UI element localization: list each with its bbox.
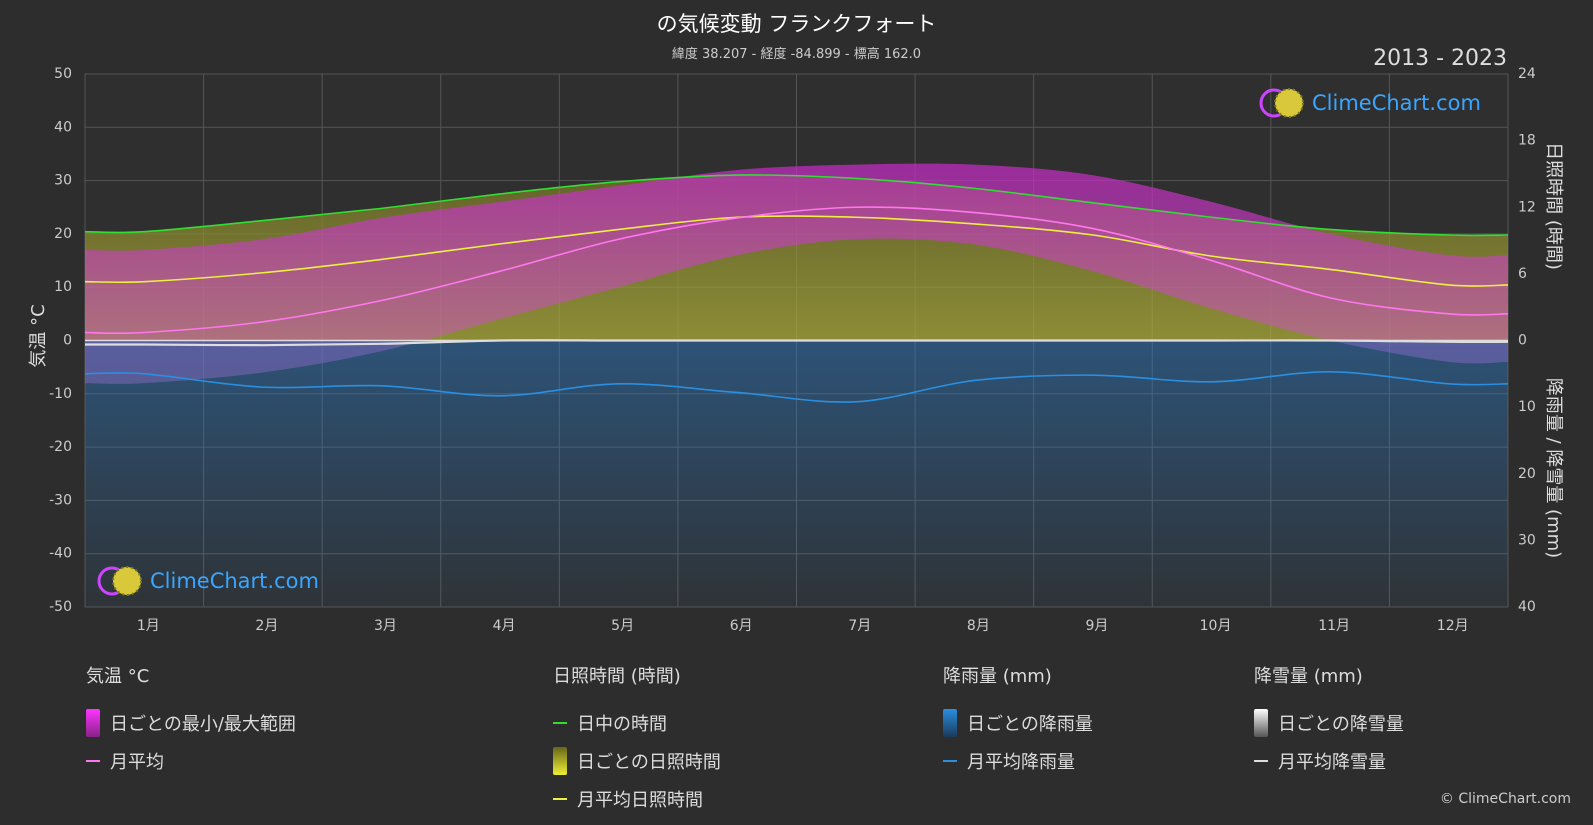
y-left-tick: 10 [54,279,72,295]
legend-label: 日中の時間 [577,714,667,735]
y-left-tick: -50 [49,599,72,615]
y-left-tick: -10 [49,386,72,402]
tick-labels: 50 40 30 20 10 0 -10 -20 -30 -40 -50 24 18 12 6 0 10 20 30… [49,66,1536,634]
x-tick-12: 12月 [1437,618,1469,634]
legend-rain-avg: 月平均降雨量 [943,742,1093,780]
y-left-tick: -20 [49,439,72,455]
legend-rain-title: 降雨量 (mm) [943,666,1052,687]
legend-label: 月平均日照時間 [577,790,703,811]
legend-sun-title: 日照時間 (時間) [553,666,681,687]
legend-line-icon [1254,760,1268,762]
logo-text: ClimeChart.com [150,569,319,593]
y-left-tick: 30 [54,173,72,189]
temp-range-band [85,163,1508,384]
legend-sun-daily: 日ごとの日照時間 [553,742,721,780]
y-axis-right-bottom-label: 降雨量 / 降雪量 (mm) [1543,378,1564,558]
legend-line-icon [86,760,100,762]
y-right-bottom-tick: 10 [1518,399,1536,415]
logo-text: ClimeChart.com [1312,91,1481,115]
y-left-tick: 50 [54,66,72,82]
x-tick-7: 7月 [848,618,871,634]
climechart-logo-icon [1259,88,1304,118]
x-tick-11: 11月 [1318,618,1350,634]
chart-title: の気候変動 フランクフォート [656,12,937,36]
climechart-logo-icon [97,566,142,596]
y-right-top-tick: 24 [1518,66,1536,82]
legend-label: 日ごとの日照時間 [577,752,721,773]
x-tick-3: 3月 [374,618,397,634]
legend-daylight: 日中の時間 [553,704,721,742]
x-tick-1: 1月 [137,618,160,634]
temp-avg-line [84,206,1509,335]
x-tick-5: 5月 [611,618,634,634]
y-right-bottom-tick: 40 [1518,599,1536,615]
legend-label: 月平均 [110,752,164,773]
x-tick-2: 2月 [255,618,278,634]
legend-label: 月平均降雪量 [1278,752,1386,773]
rain-band [85,340,1508,607]
y-right-top-tick: 0 [1518,333,1527,349]
y-left-tick: 0 [63,333,72,349]
y-left-tick: 40 [54,119,72,135]
copyright: © ClimeChart.com [1439,791,1571,807]
legend-line-icon [553,798,567,800]
daylight-line [84,174,1509,237]
legend-snow: 降雪量 (mm) 日ごとの降雪量 月平均降雪量 [1254,662,1404,780]
legend-snow-avg: 月平均降雪量 [1254,742,1404,780]
legend-swatch-icon [943,709,957,737]
x-tick-8: 8月 [967,618,990,634]
x-tick-9: 9月 [1085,618,1108,634]
legend-temp-range: 日ごとの最小/最大範囲 [86,704,296,742]
sunshine-avg-line [84,215,1509,287]
legend-rain-daily: 日ごとの降雨量 [943,704,1093,742]
year-range: 2013 - 2023 [1373,46,1507,71]
logo-top: ClimeChart.com [1258,86,1481,120]
legend-swatch-icon [86,709,100,737]
legend-label: 日ごとの降雨量 [967,714,1093,735]
legend-temperature: 気温 °C 日ごとの最小/最大範囲 月平均 [86,662,296,780]
y-right-top-tick: 18 [1518,133,1536,149]
x-tick-6: 6月 [730,618,753,634]
x-tick-10: 10月 [1200,618,1232,634]
y-left-tick: -30 [49,492,72,508]
legend-line-icon [553,722,567,724]
legend-label: 日ごとの最小/最大範囲 [110,714,296,735]
legend-sunshine: 日照時間 (時間) 日中の時間 日ごとの日照時間 月平均日照時間 [553,662,721,818]
data-lines [84,174,1509,403]
legend-sun-avg: 月平均日照時間 [553,780,721,818]
y-axis-right-top-label: 日照時間 (時間) [1543,142,1564,270]
legend-temp-title: 気温 °C [86,666,150,687]
logo-bottom: ClimeChart.com [96,564,319,598]
y-right-bottom-tick: 30 [1518,532,1536,548]
chart-subtitle: 緯度 38.207 - 経度 -84.899 - 標高 162.0 [671,47,922,62]
y-left-tick: 20 [54,226,72,242]
data-bands [85,163,1508,607]
y-axis-left-label: 気温 °C [28,304,49,367]
legend-swatch-icon [1254,709,1268,737]
rain-avg-line [84,371,1509,403]
legend-snow-daily: 日ごとの降雪量 [1254,704,1404,742]
legend-line-icon [943,760,957,762]
legend-swatch-icon [553,747,567,775]
y-right-top-tick: 12 [1518,199,1536,215]
legend-snow-title: 降雪量 (mm) [1254,666,1363,687]
legend-temp-avg: 月平均 [86,742,296,780]
y-right-bottom-tick: 20 [1518,466,1536,482]
legend-rain: 降雨量 (mm) 日ごとの降雨量 月平均降雨量 [943,662,1093,780]
y-right-top-tick: 6 [1518,266,1527,282]
x-tick-4: 4月 [493,618,516,634]
legend-label: 月平均降雨量 [967,752,1075,773]
legend-label: 日ごとの降雪量 [1278,714,1404,735]
y-left-tick: -40 [49,546,72,562]
